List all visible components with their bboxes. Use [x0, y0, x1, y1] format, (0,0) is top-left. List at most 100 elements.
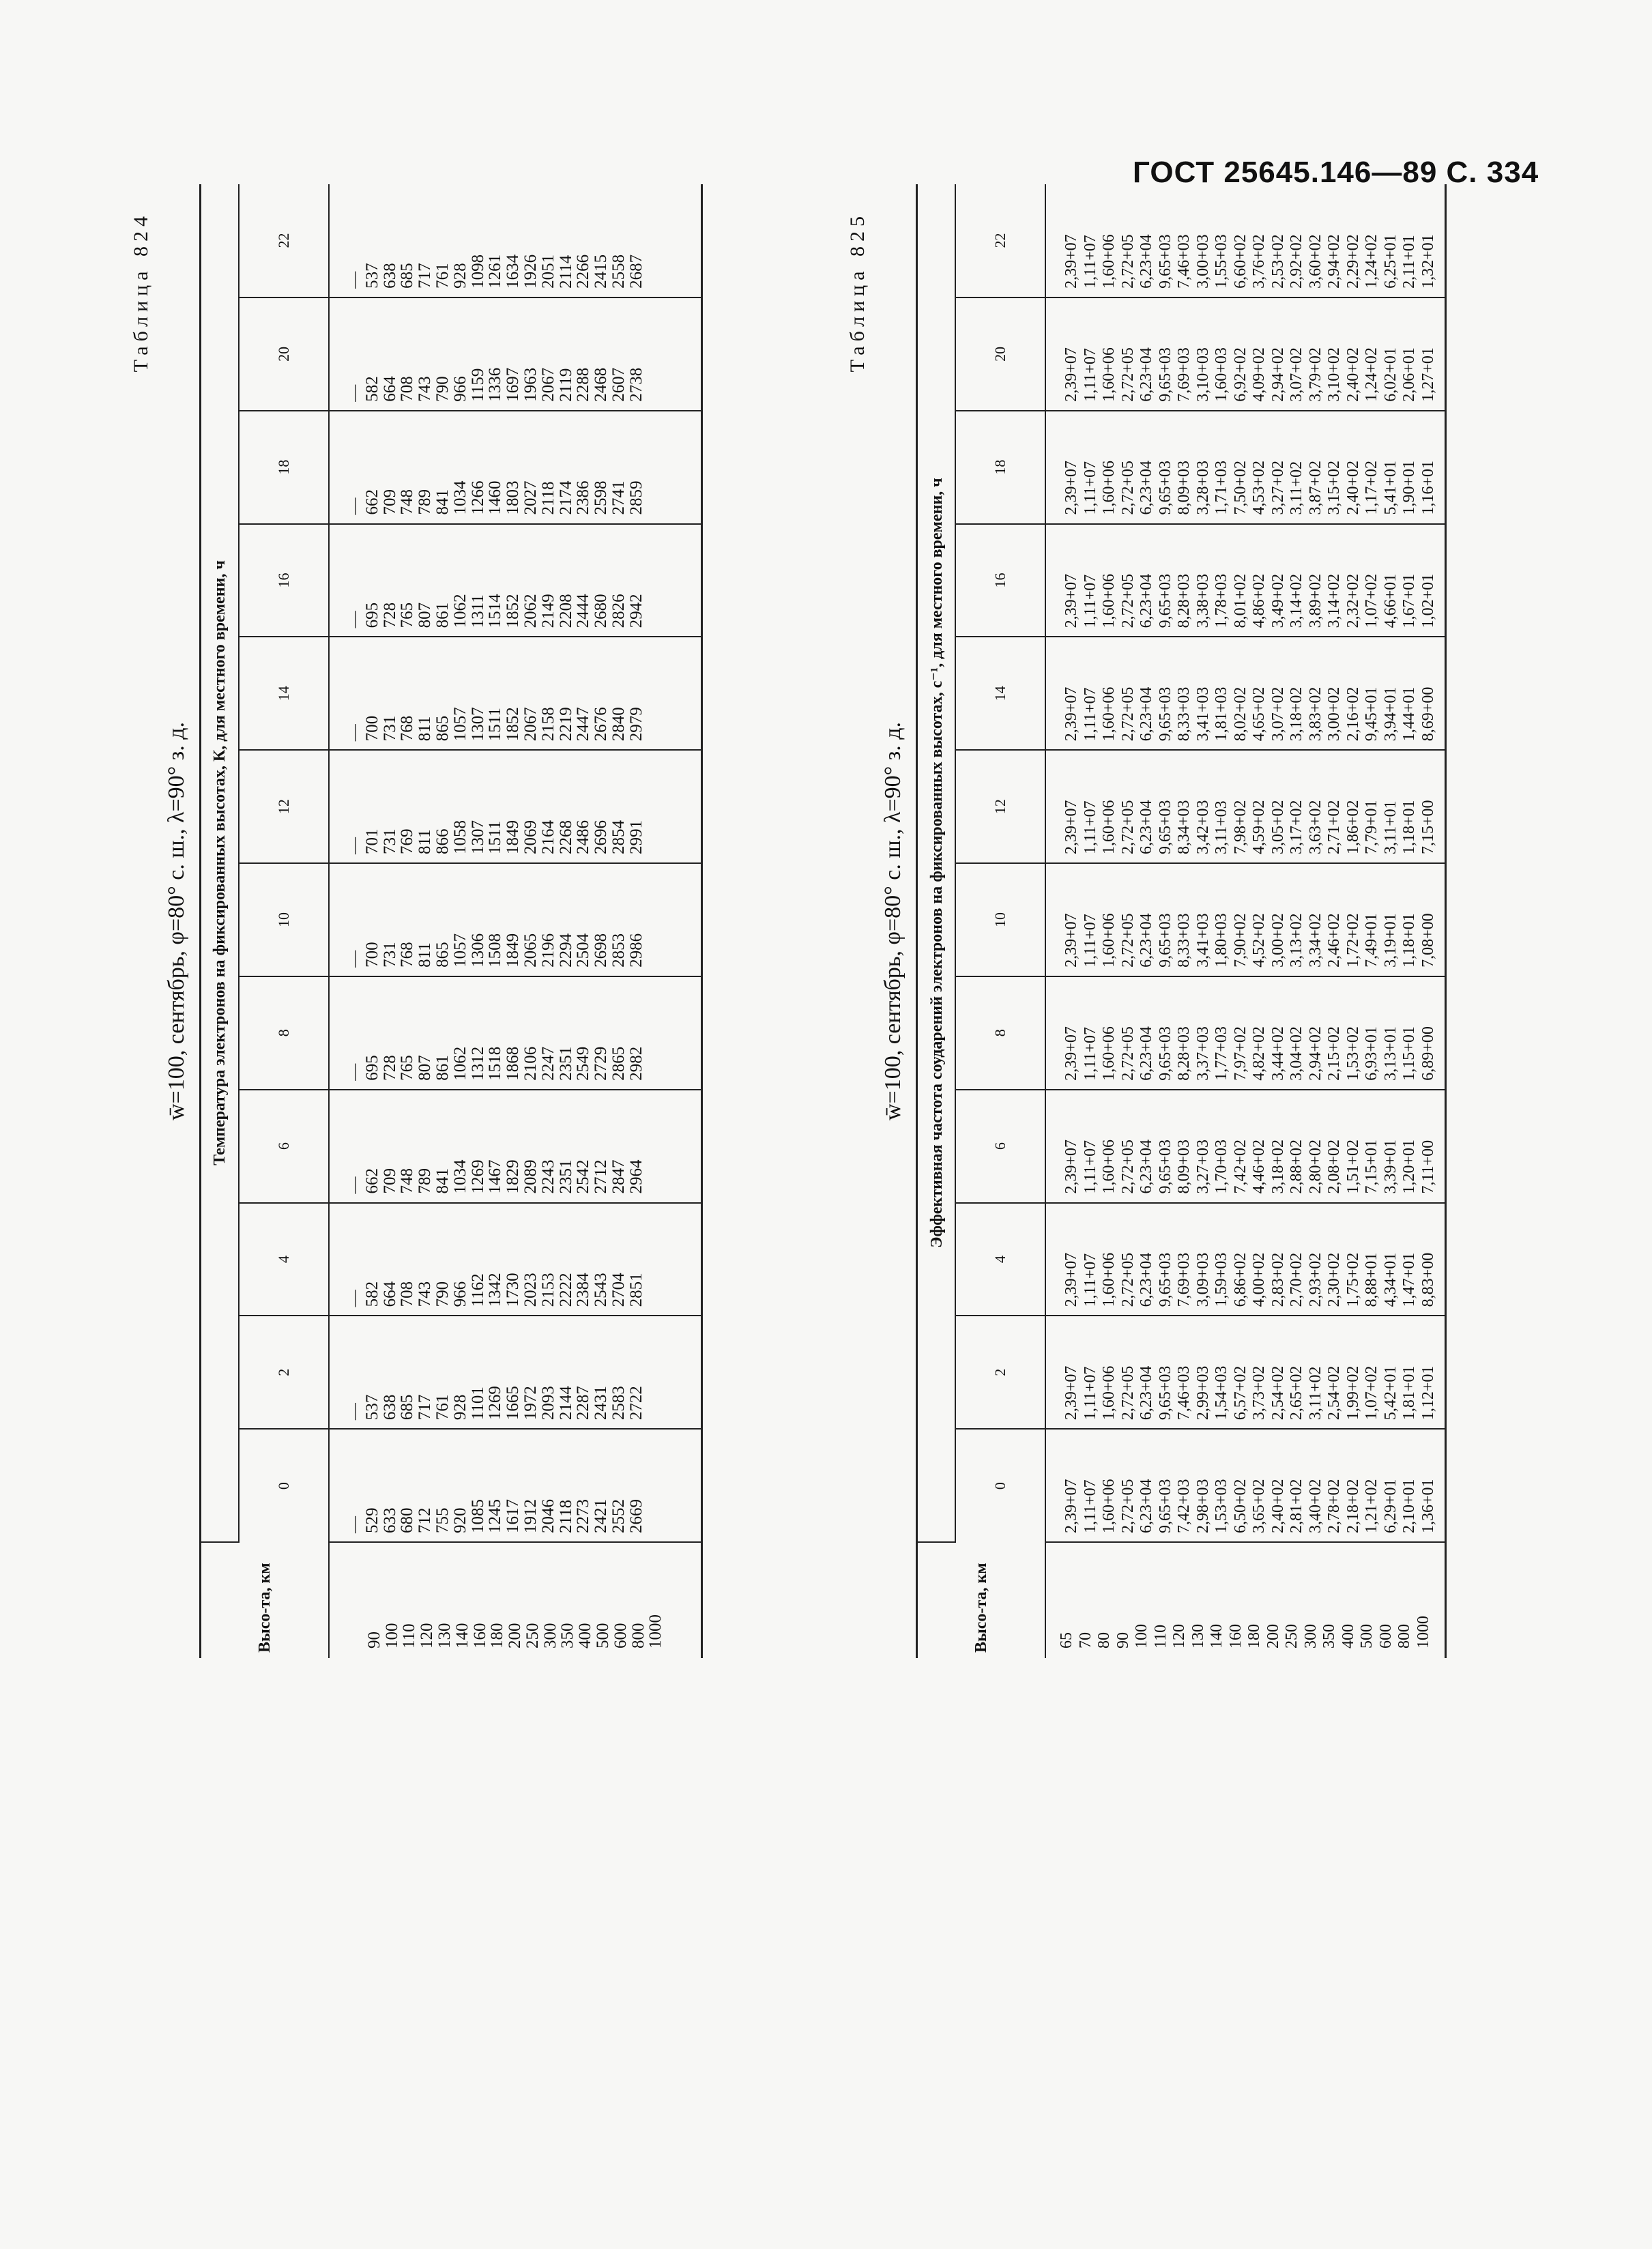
table-cell: 1266: [468, 480, 487, 515]
table-cell: 1342: [486, 1273, 505, 1307]
table-cell: 140: [1208, 1624, 1226, 1649]
table-cell: 1062: [450, 594, 469, 628]
table-cell: 1,80+03: [1213, 913, 1230, 968]
table-cell: 3,11+02: [1306, 1366, 1324, 1421]
table-cell: 1058: [450, 820, 469, 855]
table-cell: 3,94+01: [1381, 686, 1400, 742]
table-cell: 861: [433, 1055, 452, 1081]
table-cell: 1311: [468, 594, 487, 628]
table-cell: 2676: [592, 707, 611, 742]
table-cell: 1,54+03: [1213, 1365, 1230, 1421]
table-cell: 2712: [592, 1159, 611, 1194]
hour-header: 18: [239, 410, 329, 524]
table-cell: 9,65+03: [1156, 1365, 1174, 1421]
table-cell: 1460: [486, 480, 505, 515]
table-cell: 110: [400, 1623, 419, 1649]
table-cell: 7,69+03: [1175, 1252, 1193, 1307]
table-cell: 755: [433, 1507, 452, 1534]
table-cell: 80: [1095, 1632, 1113, 1649]
table-cell: 1849: [504, 933, 523, 968]
table-cell: 2,72+05: [1118, 1479, 1137, 1533]
table-cell: 966: [450, 376, 469, 402]
table-cell: 1829: [504, 1159, 523, 1194]
table-cell: —: [345, 950, 364, 968]
table-cell: 811: [416, 716, 435, 742]
table-cell: 1,11+07: [1081, 461, 1099, 515]
table-cell: 2,93+02: [1306, 1252, 1324, 1307]
table-cell: 768: [398, 942, 417, 968]
table-cell: 662: [362, 1168, 381, 1194]
table-cell: 6,23+04: [1137, 686, 1155, 742]
table-cell: 3,27+03: [1193, 1139, 1212, 1194]
table-cell: 2607: [609, 367, 628, 402]
table-cell: 2,39+07: [1062, 234, 1080, 289]
table-cell: 1,59+03: [1213, 1252, 1230, 1307]
table-cell: 685: [398, 1394, 417, 1421]
data-column: 2,39+07 1,11+07 1,60+06 2,72+05 6,23+04 9,65+…: [1045, 1429, 1446, 1542]
table-cell: 1,18+01: [1400, 913, 1418, 968]
table-cell: 1101: [468, 1387, 487, 1421]
table-cell: 2,30+02: [1325, 1252, 1343, 1307]
table-cell: 2384: [574, 1273, 593, 1307]
group-header: Эффективная частота соударений электроно…: [916, 184, 955, 1542]
height-column: 90 100 110 120 130 140 160 180 200 250 300 350 400 50…: [329, 1542, 702, 1658]
hour-header: 20: [239, 297, 329, 411]
table-cell: 2558: [609, 254, 628, 289]
table-cell: 8,09+03: [1175, 461, 1193, 515]
table-cell: 1,60+06: [1100, 913, 1118, 968]
table-cell: 1,17+02: [1363, 461, 1380, 515]
table-cell: 7,97+02: [1231, 1026, 1249, 1081]
table-cell: 865: [433, 942, 452, 968]
table-cell: 1972: [521, 1386, 540, 1421]
table-cell: 2067: [521, 707, 540, 742]
table-cell: 2288: [574, 367, 593, 402]
table-cell: 1,60+06: [1100, 234, 1118, 289]
table-cell: 2118: [538, 481, 557, 515]
table-cell: 717: [416, 263, 435, 289]
table-cell: 2089: [521, 1159, 540, 1194]
data-column: 2,39+07 1,11+07 1,60+06 2,72+05 6,23+04 9,65+…: [1045, 410, 1446, 524]
table-cell: 9,65+03: [1156, 234, 1174, 289]
table-cell: 1,60+06: [1100, 1252, 1118, 1307]
table-cell: 1,75+02: [1344, 1252, 1362, 1307]
table-cell: 70: [1076, 1632, 1095, 1649]
table-cell: 7,49+01: [1363, 913, 1380, 968]
table-cell: 1245: [486, 1499, 505, 1533]
table-cell: 8,28+03: [1175, 1026, 1193, 1081]
table-cell: 1,36+01: [1419, 1479, 1437, 1533]
table-cell: 731: [380, 942, 399, 968]
table-cell: 2,72+05: [1118, 573, 1137, 628]
table-cell: 2486: [574, 820, 593, 855]
table-cell: 731: [380, 828, 399, 855]
table-cell: 1,32+01: [1419, 234, 1437, 289]
table-cell: 2114: [556, 255, 575, 289]
table-cell: 748: [398, 1168, 417, 1194]
table-cell: 3,63+02: [1306, 800, 1324, 855]
table-cell: 2118: [556, 1499, 575, 1533]
table-cell: 120: [418, 1623, 437, 1649]
table-cell: 9,65+03: [1156, 347, 1174, 402]
table-cell: 7,79+01: [1363, 800, 1380, 855]
table-cell: 200: [1264, 1624, 1282, 1649]
table-cell: 8,83+00: [1419, 1252, 1437, 1307]
table-cell: 1511: [486, 820, 505, 855]
data-column: 2,39+07 1,11+07 1,60+06 2,72+05 6,23+04 9,65+…: [1045, 863, 1446, 976]
table-cell: 2826: [609, 594, 628, 628]
table-cell: 861: [433, 602, 452, 628]
table-cell: 769: [398, 828, 417, 855]
table-cell: 2153: [538, 1273, 557, 1307]
table-cell: 6,23+04: [1137, 1365, 1155, 1421]
table-cell: 2149: [538, 594, 557, 628]
table-cell: 2046: [538, 1499, 557, 1533]
table-cell: 765: [398, 602, 417, 628]
table-cell: 140: [452, 1623, 472, 1649]
table-cell: 1514: [486, 594, 505, 628]
table-cell: 2738: [626, 367, 646, 402]
table-cell: 709: [380, 1168, 399, 1194]
table-cell: 3,87+02: [1306, 461, 1324, 515]
table-cell: 6,89+00: [1419, 1026, 1437, 1081]
table-cell: 2669: [626, 1499, 646, 1533]
table-cell: 1,18+01: [1400, 800, 1418, 855]
table-cell: 8,01+02: [1231, 573, 1249, 628]
table-cell: 3,11+03: [1213, 800, 1230, 855]
